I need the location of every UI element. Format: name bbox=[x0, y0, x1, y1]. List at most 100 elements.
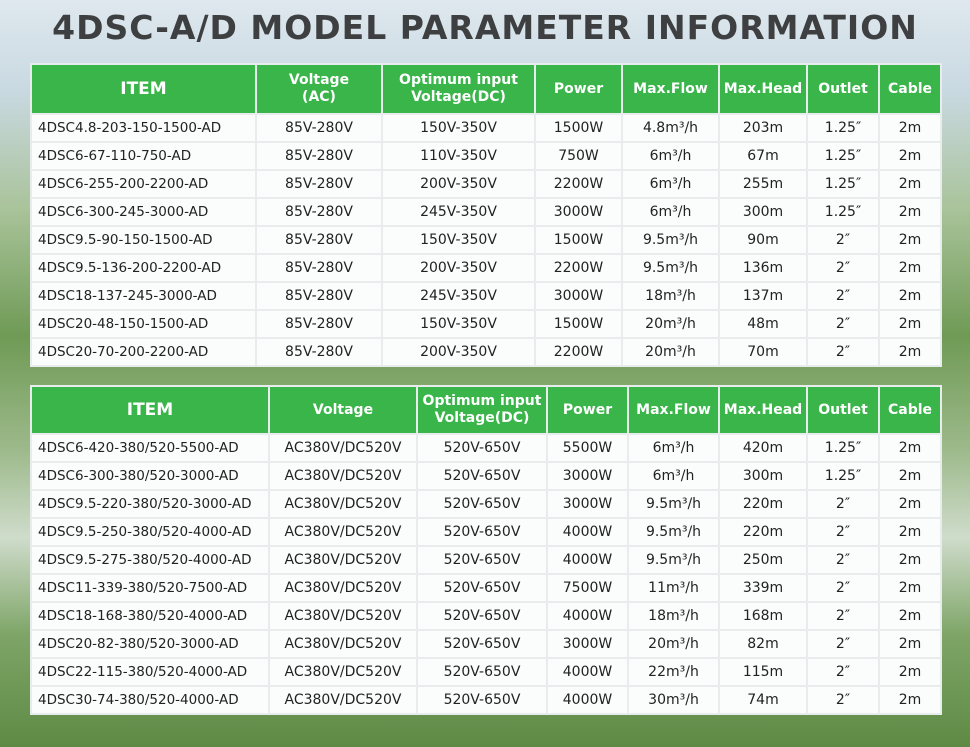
table-cell: 2m bbox=[880, 227, 940, 253]
table-body: 4DSC4.8-203-150-1500-AD 85V-280V 150V-350V… bbox=[32, 115, 940, 365]
column-header: Voltage (AC) bbox=[257, 65, 381, 113]
table-cell: 6m³/h bbox=[629, 463, 718, 489]
table-cell: 2m bbox=[880, 283, 940, 309]
table-cell: 4000W bbox=[548, 547, 627, 573]
table-cell: 85V-280V bbox=[257, 227, 381, 253]
model-cell: 4DSC30-74-380/520-4000-AD bbox=[32, 687, 268, 713]
column-header: ITEM bbox=[32, 387, 268, 433]
table-cell: 250m bbox=[720, 547, 806, 573]
model-cell: 4DSC6-300-380/520-3000-AD bbox=[32, 463, 268, 489]
table-cell: 2m bbox=[880, 143, 940, 169]
column-header: Optimum input Voltage(DC) bbox=[418, 387, 546, 433]
model-cell: 4DSC6-255-200-2200-AD bbox=[32, 171, 255, 197]
table-cell: 300m bbox=[720, 199, 806, 225]
table-cell: 2″ bbox=[808, 659, 878, 685]
table-cell: AC380V/DC520V bbox=[270, 547, 416, 573]
table-cell: 5500W bbox=[548, 435, 627, 461]
table-cell: 9.5m³/h bbox=[623, 255, 718, 281]
table-row: 4DSC11-339-380/520-7500-AD AC380V/DC520V 5… bbox=[32, 575, 940, 601]
table-cell: 115m bbox=[720, 659, 806, 685]
table-cell: 4000W bbox=[548, 659, 627, 685]
table-cell: 2200W bbox=[536, 339, 621, 365]
column-header: Cable bbox=[880, 387, 940, 433]
table-cell: 520V-650V bbox=[418, 575, 546, 601]
table-cell: 30m³/h bbox=[629, 687, 718, 713]
table-row: 4DSC4.8-203-150-1500-AD 85V-280V 150V-350V… bbox=[32, 115, 940, 141]
table-cell: 11m³/h bbox=[629, 575, 718, 601]
table-cell: 3000W bbox=[536, 199, 621, 225]
table-cell: 82m bbox=[720, 631, 806, 657]
column-header: Outlet bbox=[808, 65, 878, 113]
table-cell: 9.5m³/h bbox=[629, 519, 718, 545]
table-cell: 200V-350V bbox=[383, 255, 534, 281]
table-cell: 90m bbox=[720, 227, 806, 253]
column-header: Optimum input Voltage(DC) bbox=[383, 65, 534, 113]
table-cell: AC380V/DC520V bbox=[270, 631, 416, 657]
table-cell: 85V-280V bbox=[257, 311, 381, 337]
table-cell: 520V-650V bbox=[418, 687, 546, 713]
table-cell: 200V-350V bbox=[383, 339, 534, 365]
table-cell: 9.5m³/h bbox=[629, 547, 718, 573]
table-row: 4DSC18-137-245-3000-AD 85V-280V 245V-350V 3… bbox=[32, 283, 940, 309]
parameter-table-ac: ITEM Voltage (AC) Optimum input Voltage(DC… bbox=[30, 63, 942, 367]
table-cell: 3000W bbox=[536, 283, 621, 309]
table-cell: 2m bbox=[880, 171, 940, 197]
column-header: Power bbox=[536, 65, 621, 113]
table-row: 4DSC9.5-220-380/520-3000-AD AC380V/DC520V… bbox=[32, 491, 940, 517]
table-cell: 2m bbox=[880, 659, 940, 685]
table-cell: 1.25″ bbox=[808, 171, 878, 197]
table-cell: 2m bbox=[880, 463, 940, 489]
table-row: 4DSC6-255-200-2200-AD 85V-280V 200V-350V 22… bbox=[32, 171, 940, 197]
page-title: 4DSC-A/D MODEL PARAMETER INFORMATION bbox=[52, 8, 918, 47]
column-header: Power bbox=[548, 387, 627, 433]
table-cell: 4.8m³/h bbox=[623, 115, 718, 141]
table-cell: AC380V/DC520V bbox=[270, 519, 416, 545]
table-cell: 136m bbox=[720, 255, 806, 281]
table-cell: 1.25″ bbox=[808, 435, 878, 461]
table-cell: 6m³/h bbox=[629, 435, 718, 461]
table-cell: 1.25″ bbox=[808, 463, 878, 489]
table-cell: 339m bbox=[720, 575, 806, 601]
table-cell: 2″ bbox=[808, 283, 878, 309]
model-cell: 4DSC20-82-380/520-3000-AD bbox=[32, 631, 268, 657]
table-cell: 2m bbox=[880, 575, 940, 601]
table-row: 4DSC20-82-380/520-3000-AD AC380V/DC520V 52… bbox=[32, 631, 940, 657]
model-cell: 4DSC18-137-245-3000-AD bbox=[32, 283, 255, 309]
table-cell: 750W bbox=[536, 143, 621, 169]
table-cell: 6m³/h bbox=[623, 171, 718, 197]
table-cell: 2″ bbox=[808, 687, 878, 713]
table-cell: 1500W bbox=[536, 227, 621, 253]
table-cell: 4000W bbox=[548, 687, 627, 713]
table-cell: AC380V/DC520V bbox=[270, 463, 416, 489]
model-cell: 4DSC18-168-380/520-4000-AD bbox=[32, 603, 268, 629]
table-row: 4DSC18-168-380/520-4000-AD AC380V/DC520V 5… bbox=[32, 603, 940, 629]
table-cell: 9.5m³/h bbox=[623, 227, 718, 253]
table-head: ITEM Voltage Optimum input Voltage(DC) Powe… bbox=[32, 387, 940, 433]
table-cell: 2m bbox=[880, 631, 940, 657]
table-cell: 85V-280V bbox=[257, 171, 381, 197]
table-cell: 2200W bbox=[536, 255, 621, 281]
table-row: 4DSC9.5-275-380/520-4000-AD AC380V/DC520V… bbox=[32, 547, 940, 573]
table-cell: 85V-280V bbox=[257, 255, 381, 281]
table-cell: 520V-650V bbox=[418, 547, 546, 573]
table-cell: 2″ bbox=[808, 547, 878, 573]
table-row: 4DSC6-420-380/520-5500-AD AC380V/DC520V 52… bbox=[32, 435, 940, 461]
column-header: Max.Flow bbox=[623, 65, 718, 113]
model-cell: 4DSC9.5-250-380/520-4000-AD bbox=[32, 519, 268, 545]
model-cell: 4DSC22-115-380/520-4000-AD bbox=[32, 659, 268, 685]
table-cell: 9.5m³/h bbox=[629, 491, 718, 517]
table-cell: AC380V/DC520V bbox=[270, 687, 416, 713]
table-row: 4DSC22-115-380/520-4000-AD AC380V/DC520V 5… bbox=[32, 659, 940, 685]
model-cell: 4DSC6-300-245-3000-AD bbox=[32, 199, 255, 225]
parameter-table-ac-dc: ITEM Voltage Optimum input Voltage(DC) Powe… bbox=[30, 385, 942, 715]
table-cell: 2m bbox=[880, 255, 940, 281]
table-cell: 168m bbox=[720, 603, 806, 629]
table-cell: 2m bbox=[880, 603, 940, 629]
table-cell: 6m³/h bbox=[623, 199, 718, 225]
table-cell: AC380V/DC520V bbox=[270, 659, 416, 685]
table-cell: 2m bbox=[880, 519, 940, 545]
table-cell: 520V-650V bbox=[418, 603, 546, 629]
table-cell: 2m bbox=[880, 199, 940, 225]
table-cell: 255m bbox=[720, 171, 806, 197]
